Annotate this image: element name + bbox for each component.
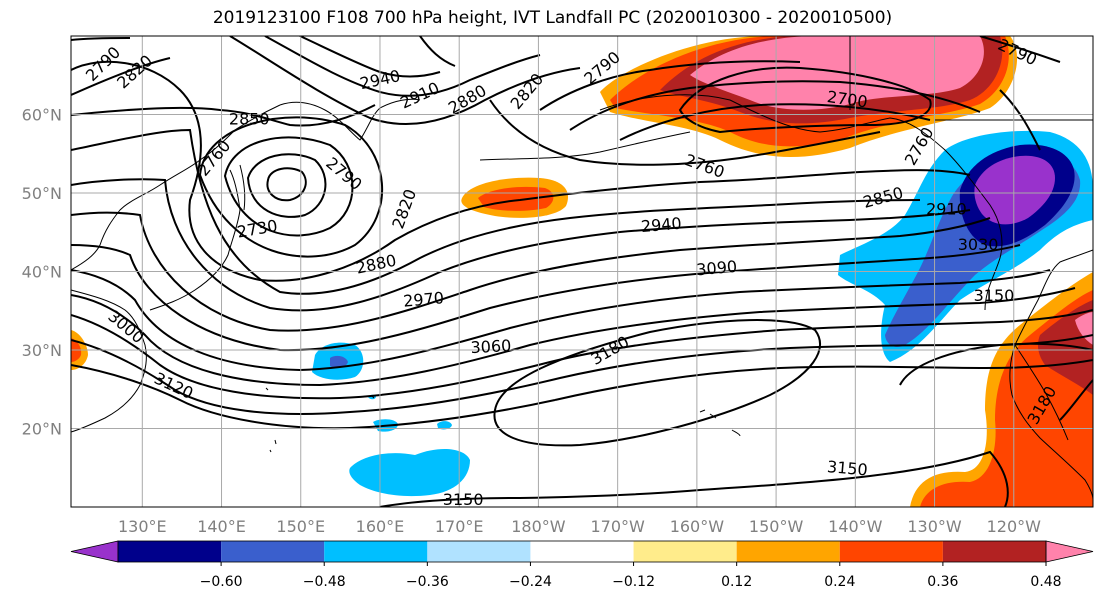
shade-wp-blob4 (437, 421, 452, 430)
contour-3120 (71, 364, 556, 430)
contour-3150-north (554, 359, 1093, 401)
lat-tick-label: 40°N (22, 263, 62, 282)
colorbar-tick-label: 0.48 (1030, 574, 1061, 590)
figure-title: 2019123100 F108 700 hPa height, IVT Land… (212, 8, 893, 28)
lon-tick-label: 150°W (749, 517, 804, 536)
shade-wp-blob1-inner (330, 355, 348, 369)
coast-sakhalin (239, 164, 246, 211)
colorbar-tick-label: 0.24 (824, 574, 855, 590)
contour-3000 (71, 269, 1051, 372)
coast-korea-china (71, 289, 147, 433)
colorbar-segment (942, 541, 1046, 562)
colorbar-tick-label: −0.12 (612, 574, 655, 590)
shade-ne-purple (974, 155, 1055, 225)
lon-tick-labels: 130°E 140°E 150°E 160°E 170°E 180°W 170°W 160°W… (118, 517, 1041, 536)
lon-tick-label: 170°E (435, 517, 484, 536)
colorbar-tick-label: −0.36 (406, 574, 449, 590)
colorbar-tick-label: 0.12 (721, 574, 752, 590)
contour-3090 (71, 334, 1093, 415)
contour-3180-closed (493, 319, 821, 447)
contour-label: 3030 (958, 235, 999, 254)
coast-kamchatka (279, 98, 421, 141)
contour-2940 (71, 211, 991, 332)
coast-alaska (599, 94, 1003, 311)
coast-aleutians (479, 131, 691, 161)
contour-n-2700 (678, 66, 932, 134)
map-frame (70, 35, 1094, 508)
contour-3060 (71, 309, 1093, 400)
contour-n-2820 (489, 99, 881, 166)
lat-tick-label: 60°N (22, 106, 62, 125)
contour-label: 3090 (696, 257, 738, 279)
lat-tick-label: 20°N (22, 420, 62, 439)
colorbar-segment (633, 541, 737, 562)
contour-label: 3060 (470, 336, 512, 357)
lon-tick-label: 180°W (511, 517, 566, 536)
coast-us-west (1009, 249, 1093, 501)
contour-n-2790 (539, 60, 801, 111)
contour-low-2 (246, 153, 327, 218)
contour-label: 2940 (640, 214, 682, 236)
lon-tick-label: 150°E (276, 517, 325, 536)
lon-tick-label: 160°W (670, 517, 725, 536)
coast-islands-west (265, 387, 375, 453)
colorbar-tick-label: −0.48 (303, 574, 346, 590)
coast-japan (149, 169, 241, 311)
contour-n-2850 (419, 36, 456, 67)
colorbar-segment (221, 541, 325, 562)
colorbar-segment (530, 541, 634, 562)
coast-baja (1014, 344, 1069, 441)
contour-label: 3150 (443, 490, 484, 509)
contour-2880 (71, 128, 921, 295)
contour-label: 2910 (926, 200, 967, 219)
contour-3030 (71, 287, 1076, 387)
contour-low-3 (223, 136, 354, 237)
lon-tick-label: 140°W (828, 517, 883, 536)
contour-label: 3150 (826, 457, 868, 479)
contour-n-east-1 (979, 36, 1061, 63)
colorbar-extend-high (1045, 540, 1094, 563)
contour-label: 2970 (402, 288, 444, 310)
lat-tick-label: 30°N (22, 341, 62, 360)
lat-tick-label: 50°N (22, 184, 62, 203)
contour-n-2730 (619, 103, 931, 141)
colorbar-extend-low (70, 540, 119, 563)
height-contours (71, 36, 1093, 507)
contour-n-2880 (229, 36, 581, 125)
contour-n-2910 (264, 36, 541, 97)
lon-tick-label: 160°E (356, 517, 405, 536)
contour-2910 (71, 178, 971, 312)
contour-2820 (71, 60, 971, 282)
colorbar-tick-label: −0.24 (509, 574, 552, 590)
contour-low-center (266, 167, 307, 202)
colorbar: −0.60 −0.48 −0.36 −0.24 −0.12 0.12 0.24 0.36 0.4… (70, 540, 1094, 590)
contour-3150-south (379, 450, 1009, 507)
colorbar-tick-label: −0.60 (200, 574, 243, 590)
lat-tick-labels: 20°N 30°N 40°N 50°N 60°N (22, 106, 62, 439)
colorbar-frame (117, 540, 1047, 563)
contour-3180-east (899, 342, 1093, 421)
contour-n-east-2 (999, 89, 1041, 151)
lon-tick-label: 130°E (118, 517, 167, 536)
contour-west-2 (71, 57, 171, 96)
colorbar-segment (839, 541, 943, 562)
contour-label: 3150 (974, 286, 1015, 305)
colorbar-tick-label: 0.36 (927, 574, 958, 590)
lon-tick-label: 170°W (590, 517, 645, 536)
contour-west-1 (71, 37, 131, 41)
lon-tick-label: 130°W (907, 517, 962, 536)
lon-tick-label: 120°W (987, 517, 1042, 536)
lon-tick-label: 140°E (197, 517, 246, 536)
colorbar-segment (324, 541, 428, 562)
colorbar-segment (736, 541, 840, 562)
contour-2970 (71, 244, 1021, 352)
contour-label: 2850 (229, 109, 270, 128)
contour-2850 (71, 104, 376, 127)
gridlines (71, 36, 1093, 507)
colorbar-segment (118, 541, 222, 562)
contour-low-4 (198, 116, 384, 258)
colorbar-segment (427, 541, 531, 562)
